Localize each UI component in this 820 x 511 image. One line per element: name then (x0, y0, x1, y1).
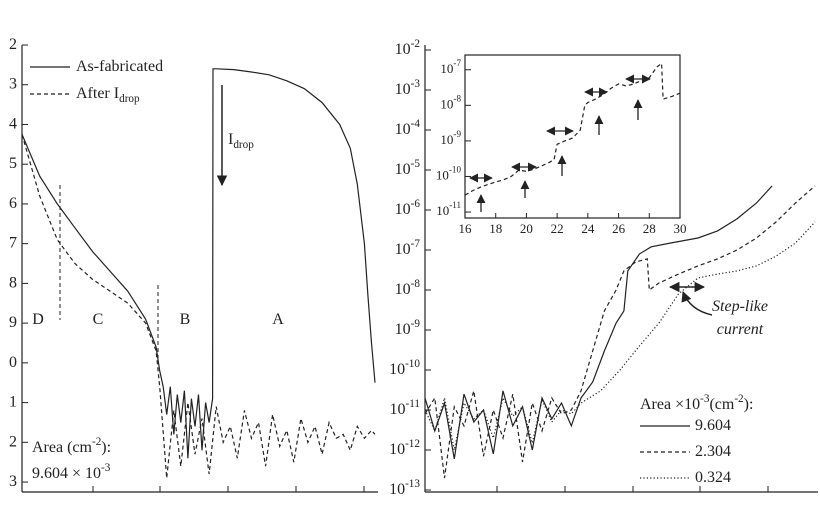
y-tick-label: 10-7 (395, 238, 421, 258)
y-tick-label: 10-4 (395, 118, 421, 138)
note: Area (cm-2): (32, 436, 111, 456)
region-label: B (180, 311, 191, 328)
legend-label: As-fabricated (76, 58, 163, 75)
x-tick-label: 26 (612, 221, 626, 236)
x-tick-label: 30 (674, 221, 687, 236)
x-tick-label: 22 (551, 221, 564, 236)
y-tick-label: 5 (9, 155, 17, 172)
x-tick-label: 28 (643, 221, 656, 236)
step-pointer (681, 291, 713, 316)
y-tick-label: 10-8 (440, 93, 461, 111)
series-line (424, 221, 816, 451)
left-x-ticks (92, 486, 365, 492)
legend-label: 9.604 (695, 417, 731, 434)
annotation: Step-like (712, 298, 768, 315)
series-line (21, 134, 376, 479)
series-line (424, 185, 773, 460)
y-tick-label: 10-11 (436, 200, 461, 218)
y-tick-label: 10-12 (389, 438, 420, 458)
legend-label: After Idrop (76, 85, 140, 105)
note: 9.604 × 10-3 (32, 462, 111, 482)
chart-2: 10-7 10-8 10-9 10-10 10-11 16 18 20 22 24 26 28 30 (436, 58, 687, 236)
right-x-ticks (496, 486, 769, 492)
y-tick-label: 10-8 (395, 278, 421, 298)
y-tick-label: 10-10 (389, 358, 420, 378)
y-tick-label: 10-2 (395, 38, 420, 58)
region-label: A (272, 311, 284, 328)
y-tick-label: 0 (9, 354, 17, 371)
y-tick-label: 2 (9, 36, 17, 53)
y-tick-label: 4 (9, 115, 17, 132)
x-tick-label: 18 (489, 221, 502, 236)
series-line (424, 185, 816, 479)
series-line (464, 62, 681, 196)
y-tick-label: 3 (9, 473, 17, 490)
y-tick-label: 3 (9, 75, 17, 92)
chart-0: 2 3 4 5 6 7 8 9 0 1 2 3 (9, 36, 376, 490)
legend-label: 0.324 (695, 469, 731, 486)
y-tick-label: 2 (9, 433, 17, 450)
x-tick-label: 20 (520, 221, 533, 236)
y-tick-label: 10-9 (440, 129, 461, 147)
annotation: current (717, 321, 764, 338)
y-tick-label: 10-10 (436, 165, 462, 183)
y-tick-label: 10-11 (390, 398, 421, 418)
y-tick-label: 6 (9, 195, 17, 212)
y-tick-label: 10-9 (395, 318, 421, 338)
region-label: C (93, 311, 104, 328)
chart-1: 10-210-310-410-510-610-710-810-910-1010-… (389, 38, 816, 498)
annotation: Idrop (228, 131, 254, 151)
y-tick-label: 9 (9, 314, 17, 331)
inset-arrows (469, 74, 651, 212)
y-tick-label: 10-7 (440, 58, 461, 76)
y-tick-label: 10-6 (395, 198, 421, 218)
legend-label: 2.304 (695, 443, 731, 460)
x-tick-label: 24 (581, 221, 595, 236)
region-label: D (32, 311, 44, 328)
y-tick-label: 7 (9, 234, 17, 251)
x-tick-label: 16 (459, 221, 473, 236)
y-tick-label: 10-3 (395, 78, 421, 98)
y-tick-label: 1 (9, 393, 17, 410)
y-tick-label: 8 (9, 274, 17, 291)
legend-title: Area ×10-3(cm-2): (640, 393, 753, 413)
y-tick-label: 10-5 (395, 158, 421, 178)
y-tick-label: 10-13 (389, 478, 420, 498)
series-line (21, 68, 376, 459)
